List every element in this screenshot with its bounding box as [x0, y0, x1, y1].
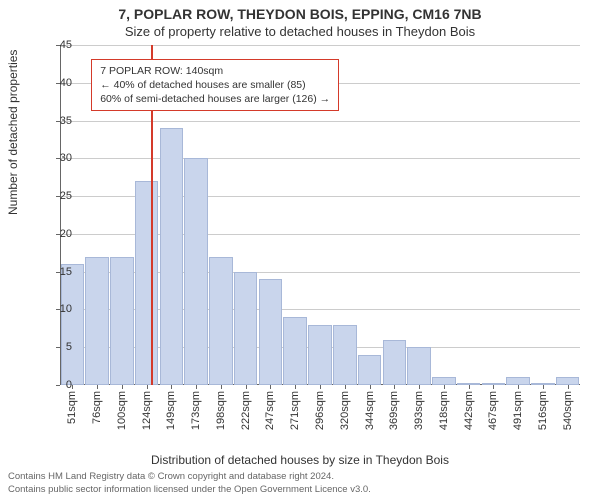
histogram-bar — [556, 377, 580, 385]
gridline — [60, 158, 580, 159]
x-axis-title: Distribution of detached houses by size … — [0, 453, 600, 467]
x-tick-label: 76sqm — [91, 391, 103, 451]
x-tick-mark — [543, 385, 544, 389]
property-info-box: 7 POPLAR ROW: 140sqm← 40% of detached ho… — [91, 59, 339, 112]
x-tick-mark — [171, 385, 172, 389]
chart-footer: Contains HM Land Registry data © Crown c… — [8, 471, 592, 496]
x-tick-label: 100sqm — [116, 391, 128, 451]
x-tick-mark — [444, 385, 445, 389]
property-size-chart: 7, POPLAR ROW, THEYDON BOIS, EPPING, CM1… — [0, 0, 600, 500]
histogram-bar — [160, 128, 184, 385]
histogram-bar — [61, 264, 85, 385]
y-tick-label: 25 — [42, 190, 72, 202]
histogram-bar — [283, 317, 307, 385]
histogram-bar — [184, 158, 208, 385]
x-tick-label: 173sqm — [190, 391, 202, 451]
gridline — [60, 121, 580, 122]
footer-line-2: Contains public sector information licen… — [8, 484, 592, 496]
x-tick-mark — [72, 385, 73, 389]
x-tick-label: 222sqm — [240, 391, 252, 451]
info-box-line-2: ← 40% of detached houses are smaller (85… — [100, 78, 330, 92]
x-tick-label: 198sqm — [215, 391, 227, 451]
histogram-bar — [308, 325, 332, 385]
x-tick-mark — [394, 385, 395, 389]
x-tick-label: 442sqm — [463, 391, 475, 451]
x-tick-mark — [568, 385, 569, 389]
y-tick-label: 20 — [42, 228, 72, 240]
y-tick-label: 5 — [42, 341, 72, 353]
info-box-line-3: 60% of semi-detached houses are larger (… — [100, 92, 330, 106]
x-tick-label: 247sqm — [264, 391, 276, 451]
histogram-bar — [432, 377, 456, 385]
x-tick-mark — [196, 385, 197, 389]
x-tick-mark — [419, 385, 420, 389]
histogram-bar — [209, 257, 233, 385]
x-tick-label: 124sqm — [141, 391, 153, 451]
x-tick-mark — [518, 385, 519, 389]
info-box-line-1: 7 POPLAR ROW: 140sqm — [100, 64, 330, 78]
histogram-bar — [259, 279, 283, 385]
x-tick-label: 540sqm — [562, 391, 574, 451]
y-tick-label: 10 — [42, 303, 72, 315]
x-tick-label: 320sqm — [339, 391, 351, 451]
histogram-bar — [407, 347, 431, 385]
x-tick-mark — [246, 385, 247, 389]
histogram-bar — [135, 181, 159, 385]
x-tick-mark — [320, 385, 321, 389]
x-tick-label: 491sqm — [512, 391, 524, 451]
y-axis-title: Number of detached properties — [6, 50, 20, 215]
x-tick-label: 369sqm — [388, 391, 400, 451]
x-tick-mark — [295, 385, 296, 389]
x-tick-label: 516sqm — [537, 391, 549, 451]
histogram-bar — [383, 340, 407, 385]
x-tick-mark — [122, 385, 123, 389]
x-tick-mark — [270, 385, 271, 389]
footer-line-1: Contains HM Land Registry data © Crown c… — [8, 471, 592, 483]
histogram-bar — [234, 272, 258, 385]
histogram-bar — [85, 257, 109, 385]
x-tick-label: 393sqm — [413, 391, 425, 451]
y-tick-label: 40 — [42, 77, 72, 89]
plot-area: 7 POPLAR ROW: 140sqm← 40% of detached ho… — [60, 45, 580, 385]
x-tick-label: 271sqm — [289, 391, 301, 451]
x-tick-mark — [97, 385, 98, 389]
x-tick-label: 467sqm — [487, 391, 499, 451]
chart-title: 7, POPLAR ROW, THEYDON BOIS, EPPING, CM1… — [0, 6, 600, 22]
x-tick-mark — [370, 385, 371, 389]
y-tick-label: 0 — [42, 379, 72, 391]
y-tick-label: 15 — [42, 266, 72, 278]
x-tick-mark — [345, 385, 346, 389]
histogram-bar — [506, 377, 530, 385]
x-tick-label: 149sqm — [165, 391, 177, 451]
x-tick-label: 51sqm — [66, 391, 78, 451]
histogram-bar — [333, 325, 357, 385]
x-tick-label: 418sqm — [438, 391, 450, 451]
y-tick-label: 45 — [42, 39, 72, 51]
histogram-bar — [110, 257, 134, 385]
x-tick-label: 344sqm — [364, 391, 376, 451]
x-tick-mark — [147, 385, 148, 389]
y-tick-label: 30 — [42, 152, 72, 164]
histogram-bar — [358, 355, 382, 385]
chart-subtitle: Size of property relative to detached ho… — [0, 24, 600, 39]
x-tick-label: 296sqm — [314, 391, 326, 451]
x-tick-mark — [493, 385, 494, 389]
gridline — [60, 45, 580, 46]
x-tick-mark — [469, 385, 470, 389]
y-tick-label: 35 — [42, 115, 72, 127]
x-tick-mark — [221, 385, 222, 389]
